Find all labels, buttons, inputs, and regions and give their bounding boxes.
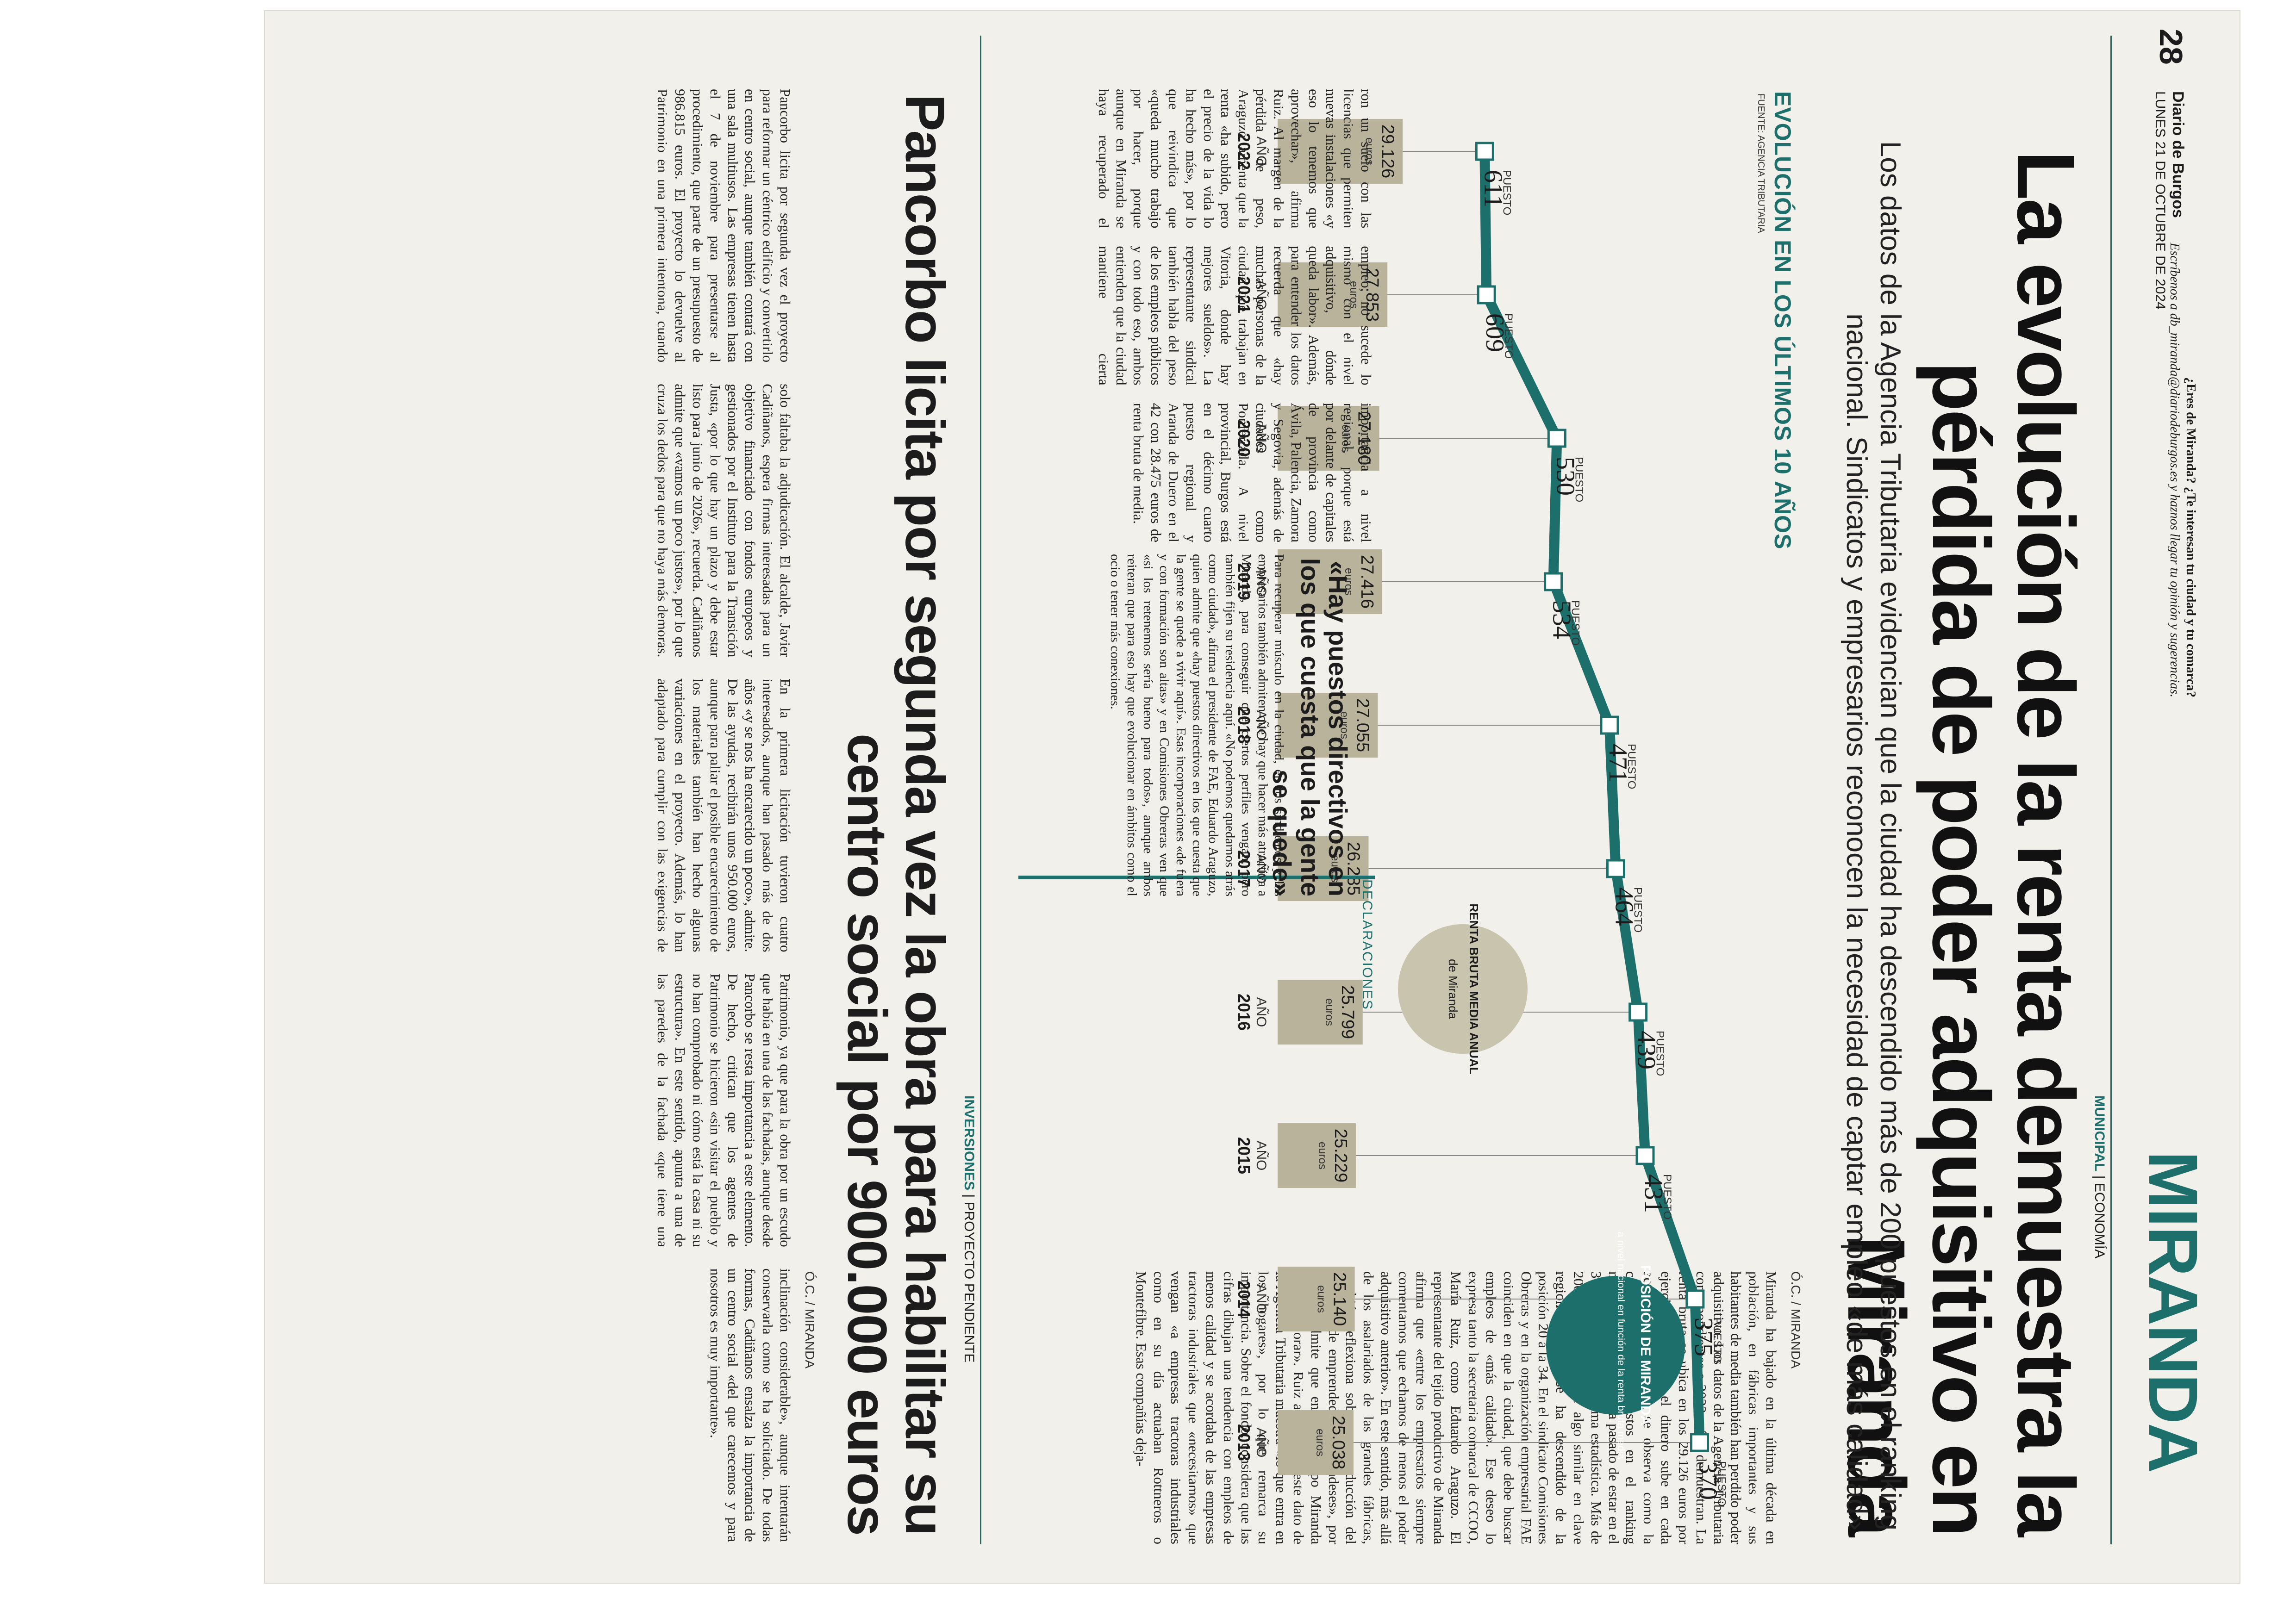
ranking-point [1606, 859, 1625, 878]
chart: 25.038eurosAÑO201325.140eurosAÑO201425.2… [1235, 119, 1728, 1506]
ranking-label-prefix: PUESTO [1715, 1461, 1728, 1506]
income-bar [1278, 980, 1363, 1045]
ranking-value-label: 534 [1547, 600, 1576, 639]
ranking-point [1600, 715, 1619, 735]
income-value-label: 26.285 [1343, 842, 1363, 895]
year-label-prefix: AÑO [1254, 1284, 1269, 1314]
income-bar [1277, 1123, 1356, 1188]
declarations-label: DECLARACIONES [1360, 879, 1375, 1010]
income-unit-label: euros [1315, 1285, 1328, 1313]
income-unit-label: euros [1323, 998, 1335, 1026]
ranking-label-prefix: PUESTO [1661, 1174, 1673, 1219]
income-unit-label: euros [1316, 1142, 1329, 1169]
second-kicker-secondary: PROYECTO PENDIENTE [961, 1201, 977, 1363]
year-label-prefix: AÑO [1254, 710, 1269, 740]
year-label: 2016 [1235, 994, 1254, 1031]
income-callout-title: RENTA BRUTA MEDIA ANUAL [1467, 903, 1481, 1074]
income-bar [1278, 693, 1378, 758]
income-callout-text: de Miranda [1446, 959, 1460, 1020]
ranking-value-label: 611 [1479, 170, 1507, 208]
year-label-prefix: AÑO [1254, 997, 1269, 1027]
second-kicker-primary: INVERSIONES [961, 1095, 977, 1191]
ranking-point [1544, 572, 1563, 591]
ranking-value-label: 439 [1632, 1031, 1661, 1070]
position-callout-title: POSICIÓN DE MIRANDA [1638, 1265, 1653, 1426]
main-body-text-continued: ron un suelo con las licencias que permi… [1095, 89, 1374, 542]
ranking-label-prefix: PUESTO [1572, 457, 1585, 502]
ranking-label-prefix: PUESTO [1711, 1318, 1723, 1363]
year-label-prefix: AÑO [1254, 423, 1269, 453]
ranking-label-prefix: PUESTO [1502, 313, 1515, 359]
ranking-value-label: 370 [1693, 1461, 1722, 1500]
year-label: 2022 [1235, 133, 1254, 170]
ranking-value-label: 431 [1639, 1174, 1668, 1213]
ranking-line [1479, 151, 1705, 1443]
year-label-prefix: AÑO [1254, 136, 1269, 166]
income-unit-label: euros [1342, 568, 1355, 596]
income-bar [1278, 549, 1382, 614]
year-label: 2018 [1235, 707, 1254, 744]
income-value-label: 27.055 [1353, 698, 1372, 752]
year-label: 2017 [1235, 850, 1254, 887]
year-label: 2015 [1235, 1137, 1254, 1174]
income-unit-label: euros [1314, 1429, 1326, 1456]
ranking-value-label: 609 [1480, 313, 1509, 352]
year-label: 2020 [1235, 420, 1254, 457]
income-bar [1278, 1267, 1355, 1331]
ranking-point [1628, 1002, 1648, 1022]
income-bar [1277, 262, 1388, 327]
second-article-rule [980, 36, 981, 1544]
income-bar [1278, 119, 1403, 184]
ranking-label-prefix: PUESTO [1500, 170, 1513, 215]
year-label: 2014 [1235, 1281, 1254, 1318]
income-unit-label: euros [1348, 281, 1360, 309]
second-body-text: Pancorbo licita por segunda vez el proye… [655, 89, 793, 1542]
income-callout-bubble [1398, 924, 1528, 1054]
ranking-point [1475, 142, 1494, 161]
ranking-value-label: 464 [1610, 887, 1638, 926]
year-label-prefix: AÑO [1254, 280, 1269, 310]
year-label-prefix: AÑO [1254, 566, 1269, 597]
ranking-point [1477, 285, 1496, 305]
income-unit-label: euros [1363, 137, 1375, 165]
year-label: 2013 [1235, 1424, 1254, 1461]
income-value-label: 25.229 [1331, 1129, 1350, 1182]
year-label-prefix: AÑO [1254, 1140, 1269, 1170]
income-value-label: 25.140 [1330, 1272, 1349, 1326]
second-headline: Pancorbo licita por segunda vez la obra … [836, 94, 956, 1535]
second-kicker: INVERSIONES | PROYECTO PENDIENTE [961, 1095, 977, 1363]
year-label-prefix: AÑO [1254, 1427, 1269, 1457]
year-label: 2019 [1235, 563, 1254, 600]
ranking-point [1685, 1289, 1705, 1309]
ranking-label-prefix: PUESTO [1654, 1031, 1666, 1076]
position-callout-text: a nivel nacional en función de la renta … [1616, 1231, 1627, 1459]
ranking-point [1635, 1146, 1655, 1165]
income-bar [1278, 836, 1369, 901]
position-callout-bubble [1546, 1276, 1685, 1415]
income-unit-label: euros [1340, 424, 1352, 452]
ranking-value-label: 530 [1551, 457, 1579, 496]
ranking-label-prefix: PUESTO [1569, 600, 1582, 646]
ranking-value-label: 471 [1603, 744, 1632, 783]
income-value-label: 29.126 [1378, 124, 1397, 178]
newspaper-page: 28 Diario de Burgos LUNES 21 DE OCTUBRE … [273, 17, 2231, 1563]
income-value-label: 27.853 [1362, 268, 1382, 322]
ranking-point [1547, 429, 1566, 448]
income-value-label: 27.180 [1354, 411, 1374, 465]
income-value-label: 27.416 [1357, 555, 1377, 609]
year-label: 2021 [1235, 276, 1254, 313]
ranking-label-prefix: PUESTO [1625, 744, 1638, 789]
income-unit-label: euros [1338, 711, 1350, 739]
ranking-point [1690, 1433, 1709, 1452]
income-value-label: 25.038 [1329, 1416, 1348, 1469]
ranking-label-prefix: PUESTO [1631, 887, 1644, 933]
second-byline: Ó.C. / MIRANDA [803, 1271, 817, 1369]
income-value-label: 25.799 [1338, 985, 1357, 1039]
income-bar [1278, 406, 1379, 471]
income-bar [1278, 1410, 1354, 1475]
ranking-value-label: 375 [1689, 1318, 1718, 1356]
declarations-body: Para recuperar músculo en la ciudad, en … [1108, 554, 1286, 896]
